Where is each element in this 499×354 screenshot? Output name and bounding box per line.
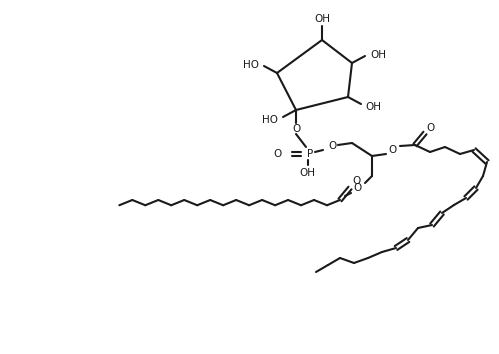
Text: HO: HO xyxy=(243,60,259,70)
Text: O: O xyxy=(354,183,362,193)
Text: O: O xyxy=(389,145,397,155)
Text: OH: OH xyxy=(314,14,330,24)
Text: P: P xyxy=(307,149,313,159)
Text: O: O xyxy=(427,123,435,133)
Text: O: O xyxy=(293,124,301,134)
Text: O: O xyxy=(353,176,361,186)
Text: HO: HO xyxy=(262,115,278,125)
Text: OH: OH xyxy=(299,168,315,178)
Text: OH: OH xyxy=(370,50,386,60)
Text: O: O xyxy=(274,149,282,159)
Text: OH: OH xyxy=(365,102,381,112)
Text: O: O xyxy=(329,141,337,151)
